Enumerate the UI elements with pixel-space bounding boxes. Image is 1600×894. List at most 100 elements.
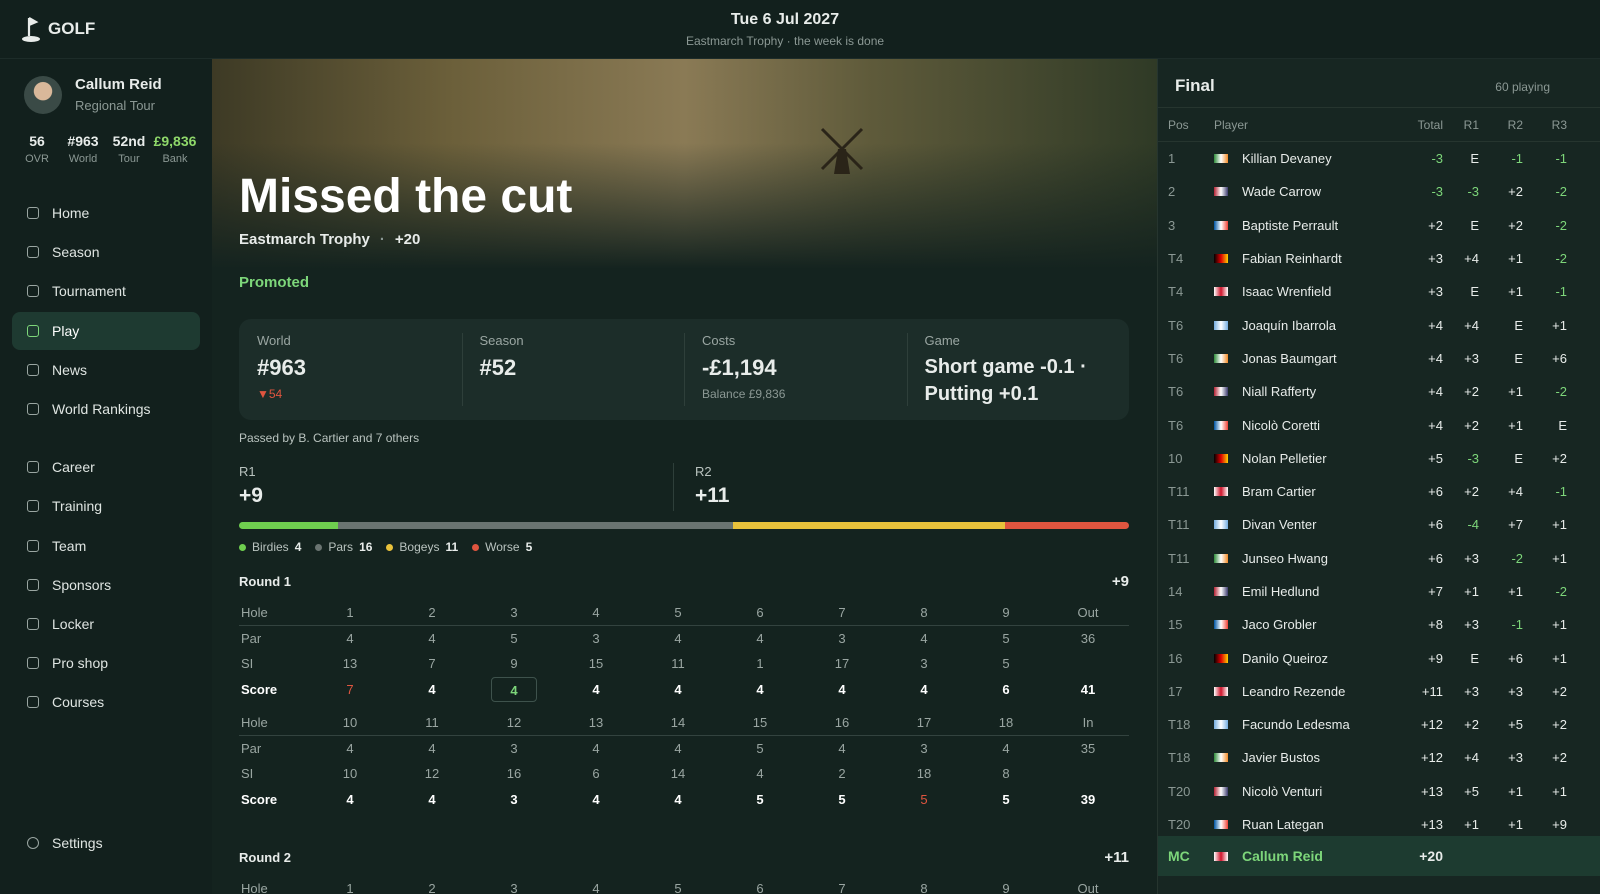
- round-title: Round 2: [239, 850, 291, 865]
- lb-row[interactable]: T6 Nicolò Coretti +4 +2 +1 E: [1158, 408, 1600, 441]
- flag: [1214, 187, 1228, 197]
- score-cell: 5: [510, 630, 518, 646]
- scorecard-grid: Hole 10 11 12 13 14 15 16 17 18 In Par 4 4 3 4 4 5 4 3 4 35 SI…: [239, 710, 1129, 812]
- score: +9: [1428, 650, 1443, 666]
- player-name: Ruan Lategan: [1242, 817, 1324, 833]
- lb-row[interactable]: 17 Leandro Rezende +11 +3 +3 +2: [1158, 675, 1600, 708]
- score: E: [1470, 650, 1479, 666]
- lb-row[interactable]: 2 Wade Carrow -3 -3 +2 -2: [1158, 175, 1600, 208]
- score: -1: [1555, 484, 1567, 500]
- score: +6: [1428, 517, 1443, 533]
- nav-label: Pro shop: [52, 655, 109, 672]
- score-cell: 4: [555, 876, 637, 894]
- legend-dot: [472, 543, 480, 551]
- position: T11: [1168, 550, 1190, 566]
- lb-row[interactable]: T6 Jonas Baumgart +4 +3 E +6: [1158, 342, 1600, 375]
- lb-row[interactable]: T18 Facundo Ledesma +12 +2 +5 +2: [1158, 708, 1600, 741]
- lb-row[interactable]: 3 Baptiste Perrault +2 E +2 -2: [1158, 209, 1600, 242]
- nav-item[interactable]: Pro shop: [12, 644, 200, 682]
- lb-row[interactable]: T4 Fabian Reinhardt +3 +4 +1 -2: [1158, 242, 1600, 275]
- lb-row[interactable]: T20 Ruan Lategan +13 +1 +1 +9: [1158, 808, 1600, 841]
- score-cell: 8: [1002, 766, 1010, 781]
- score-cell: 1: [309, 876, 391, 894]
- score-cell: 5: [1002, 791, 1010, 807]
- nav-item[interactable]: Career: [12, 448, 200, 486]
- flag: [1214, 320, 1228, 330]
- lb-row[interactable]: T4 Isaac Wrenfield +3 E +1 -1: [1158, 275, 1600, 308]
- score: +2: [1464, 717, 1479, 733]
- nav-item[interactable]: Training: [12, 487, 200, 525]
- player-name: Wade Carrow: [1242, 184, 1321, 200]
- nav-item[interactable]: World Rankings: [12, 390, 200, 428]
- lb-row[interactable]: 1 Killian Devaney -3 E -1 -1: [1158, 142, 1600, 175]
- bar-segment: [733, 522, 1006, 529]
- score: +4: [1464, 750, 1479, 766]
- position: T4: [1168, 251, 1184, 267]
- flag: [1214, 720, 1228, 730]
- score-cell: 4: [920, 681, 928, 697]
- nav-item[interactable]: News: [12, 351, 200, 389]
- score: E: [1470, 151, 1479, 167]
- score-cell: 5: [1002, 630, 1010, 646]
- lb-header: Pos Player Total R1 R2 R3: [1158, 107, 1600, 143]
- nav-item[interactable]: Tournament: [12, 272, 200, 310]
- lb-row[interactable]: T11 Bram Cartier +6 +2 +4 -1: [1158, 475, 1600, 508]
- date: Tue 6 Jul 2027: [730, 11, 840, 28]
- player-name: Niall Rafferty: [1242, 384, 1317, 400]
- score-cell: 4: [428, 791, 436, 807]
- score: +3: [1464, 550, 1479, 566]
- nav-icon: [27, 461, 39, 474]
- score-cell: 5: [756, 791, 764, 807]
- nav-item[interactable]: Play: [12, 311, 200, 350]
- score-cell: 3: [920, 740, 928, 756]
- score: E: [1470, 284, 1479, 300]
- column-header: Pos: [1168, 117, 1189, 132]
- score: +5: [1428, 450, 1443, 466]
- score: +4: [1428, 350, 1443, 366]
- nav-icon: [27, 324, 39, 337]
- flag: [1214, 487, 1228, 497]
- lb-row[interactable]: 16 Danilo Queiroz +9 E +6 +1: [1158, 641, 1600, 674]
- score-cell: 41: [1080, 681, 1096, 697]
- lb-row[interactable]: T11 Junseo Hwang +6 +3 -2 +1: [1158, 542, 1600, 575]
- nav-item[interactable]: Locker: [12, 605, 200, 643]
- lb-row[interactable]: T6 Niall Rafferty +4 +2 +1 -2: [1158, 375, 1600, 408]
- lb-row[interactable]: 14 Emil Hedlund +7 +1 +1 -2: [1158, 575, 1600, 608]
- score: +3: [1464, 617, 1479, 633]
- nav-item[interactable]: Team: [12, 527, 200, 565]
- nav-item[interactable]: Courses: [12, 683, 200, 721]
- score: +6: [1428, 550, 1443, 566]
- scorecard-grid: Hole 1 2 3 4 5 6 7 8 9 Out: [239, 876, 1129, 894]
- score: -2: [1511, 550, 1523, 566]
- position: 16: [1168, 650, 1183, 666]
- score-cell: 17: [834, 656, 850, 671]
- nav-item[interactable]: Home: [12, 194, 200, 232]
- lb-row[interactable]: 10 Nolan Pelletier +5 -3 E +2: [1158, 442, 1600, 475]
- nav-label: Tournament: [52, 283, 126, 300]
- lb-row[interactable]: T20 Nicolò Venturi +13 +5 +1 +1: [1158, 775, 1600, 808]
- stat-value: 52nd: [112, 133, 146, 149]
- score: +2: [1552, 450, 1567, 466]
- lb-row[interactable]: 15 Jaco Grobler +8 +3 -1 +1: [1158, 608, 1600, 641]
- flag: [1214, 820, 1228, 830]
- score-cell: 7: [801, 876, 883, 894]
- row-label: SI: [241, 766, 254, 781]
- nav-item[interactable]: Sponsors: [12, 566, 200, 604]
- nav-item[interactable]: Settings: [12, 824, 200, 862]
- row-label: SI: [241, 656, 254, 671]
- legend-count: 4: [294, 540, 302, 554]
- nav-label: Training: [52, 498, 103, 515]
- lb-rows: 1 Killian Devaney -3 E -1 -1 2 Wade Carrow -3 -3 +…: [1158, 142, 1600, 841]
- lb-row[interactable]: T6 Joaquín Ibarrola +4 +4 E +1: [1158, 308, 1600, 341]
- nav-item[interactable]: Season: [12, 233, 200, 271]
- player-name: Javier Bustos: [1242, 750, 1321, 766]
- score-cell: 1: [756, 656, 764, 671]
- passed-note: Passed by B. Cartier and 7 others: [239, 431, 420, 445]
- lb-row[interactable]: T18 Javier Bustos +12 +4 +3 +2: [1158, 741, 1600, 774]
- flag: [1214, 220, 1228, 230]
- lb-row[interactable]: T11 Divan Venter +6 -4 +7 +1: [1158, 508, 1600, 541]
- legend-dot: [315, 543, 323, 551]
- score: -1: [1511, 617, 1523, 633]
- position: MC: [1168, 848, 1190, 864]
- score-cell: 3: [473, 600, 555, 626]
